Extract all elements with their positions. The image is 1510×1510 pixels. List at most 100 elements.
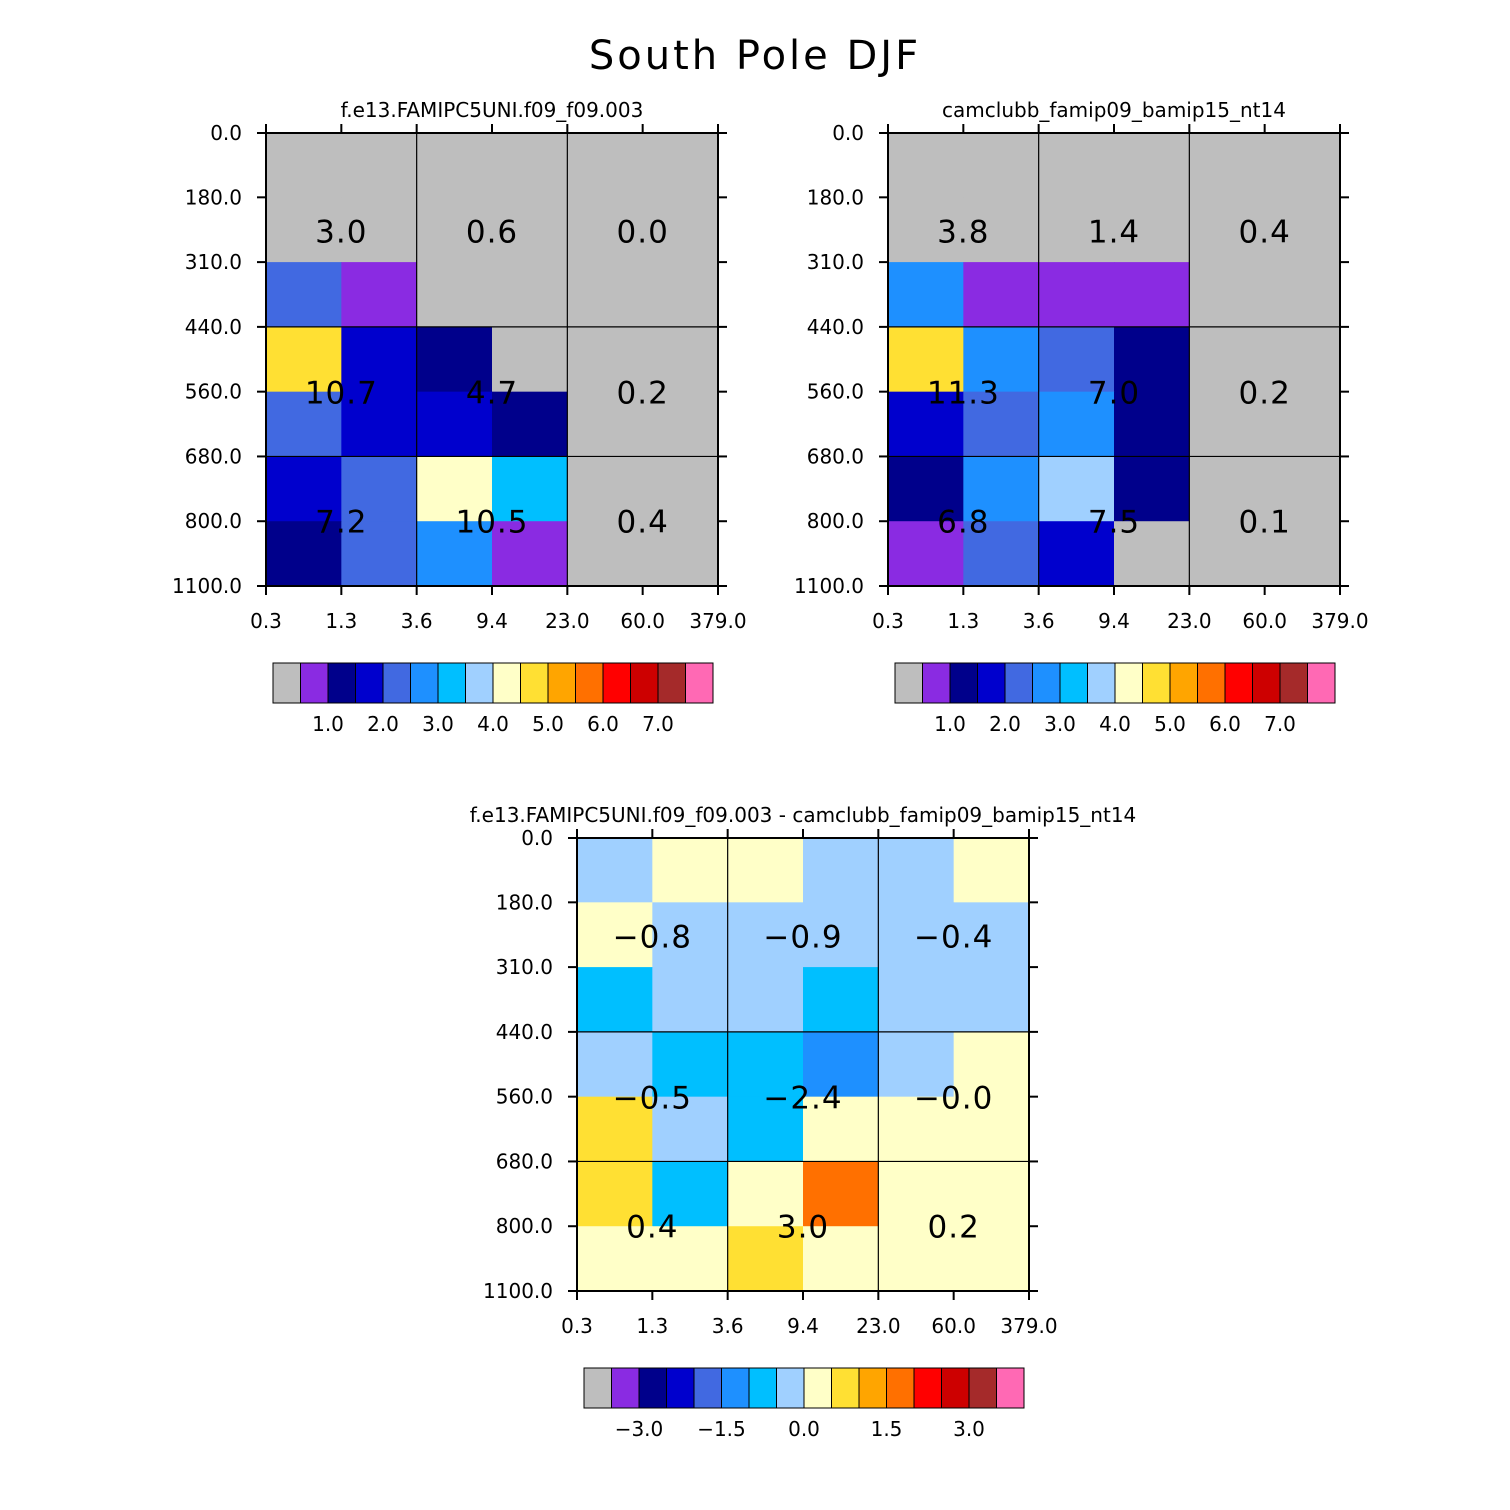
cell-value-label: 7.5	[1088, 505, 1140, 541]
heatmap-cell	[642, 456, 719, 522]
y-tick-label: 440.0	[807, 315, 864, 339]
heatmap-cell	[963, 456, 1040, 522]
heatmap-cell	[416, 262, 493, 328]
x-tick-label: 1.3	[325, 609, 357, 633]
heatmap-cell	[577, 1031, 653, 1098]
colorbar-swatch	[1142, 662, 1171, 704]
heatmap-cell	[642, 262, 719, 328]
heatmap-cell	[492, 391, 568, 457]
heatmap-cell	[341, 262, 418, 328]
heatmap-cell	[1264, 521, 1341, 587]
colorbar-swatch	[583, 1367, 612, 1409]
colorbar-swatch	[327, 662, 356, 704]
heatmap-cell	[1038, 133, 1115, 198]
colorbar-swatch	[996, 1367, 1025, 1409]
heatmap-cell	[567, 456, 644, 522]
heatmap-cell	[567, 521, 644, 587]
colorbar-swatch	[1114, 662, 1143, 704]
heatmap-cell	[1038, 197, 1115, 263]
y-tick-label: 560.0	[496, 1085, 553, 1109]
heatmap-cell	[577, 1226, 653, 1292]
heatmap-cell	[652, 1161, 729, 1227]
cell-value-label: 10.5	[455, 505, 528, 541]
heatmap-cell	[567, 326, 644, 393]
x-tick-label: 0.3	[872, 609, 904, 633]
colorbar-swatch	[977, 662, 1006, 704]
colorbar-label: 3.0	[422, 712, 454, 736]
heatmap-cell	[1038, 521, 1115, 587]
x-tick-label: 60.0	[620, 609, 665, 633]
heatmap-cell	[1038, 391, 1115, 457]
heatmap-cell	[1038, 456, 1115, 522]
colorbar-swatch	[355, 662, 384, 704]
heatmap-cell	[1038, 326, 1115, 393]
colorbar-swatch	[638, 1367, 667, 1409]
heatmap-cell	[341, 456, 418, 522]
colorbar-label: 5.0	[1154, 712, 1186, 736]
cell-value-label: 0.4	[617, 505, 669, 541]
cell-value-label: 0.2	[928, 1210, 980, 1246]
colorbar-swatch	[803, 1367, 832, 1409]
colorbar-label: 5.0	[532, 712, 564, 736]
y-tick-label: 680.0	[185, 444, 242, 468]
colorbar-swatch	[1087, 662, 1116, 704]
x-tick-label: 379.0	[1000, 1314, 1057, 1338]
heatmap-cell	[953, 1226, 1030, 1292]
cell-value-label: 3.0	[315, 215, 367, 251]
heatmap-cell	[963, 391, 1040, 457]
x-tick-label: 9.4	[787, 1314, 819, 1338]
x-tick-label: 3.6	[712, 1314, 744, 1338]
heatmap-cell	[1038, 262, 1115, 328]
cell-value-label: 0.2	[617, 375, 669, 411]
heatmap-cell	[888, 456, 964, 522]
heatmap-cell	[266, 456, 342, 522]
colorbar-label: 2.0	[367, 712, 399, 736]
subplot-title: camclubb_famip09_bamip15_nt14	[942, 98, 1286, 122]
x-tick-label: 3.6	[401, 609, 433, 633]
heatmap-cell	[1264, 326, 1341, 393]
cell-value-label: 7.0	[1088, 375, 1140, 411]
heatmap-cell	[878, 1096, 955, 1162]
colorbar-label: −3.0	[615, 1417, 664, 1441]
heatmap-cell	[642, 197, 719, 263]
colorbar-label: 1.0	[312, 712, 344, 736]
subplot-title: f.e13.FAMIPC5UNI.f09_f09.003	[341, 98, 644, 122]
cell-value-label: −0.8	[613, 920, 692, 956]
colorbar-swatch	[465, 662, 494, 704]
colorbar-swatch	[602, 662, 631, 704]
colorbar-swatch	[685, 662, 714, 704]
colorbar-swatch	[1004, 662, 1033, 704]
chart-panel-2: 0.3 1.3 3.6 9.4 23.0 60.0 379.0 0.0 180.0 310.0 44…	[794, 98, 1369, 736]
x-tick-label: 23.0	[1167, 609, 1212, 633]
heatmap-cell	[266, 521, 342, 587]
colorbar-swatch	[300, 662, 329, 704]
colorbar-swatch	[1169, 662, 1198, 704]
y-tick-label: 180.0	[807, 185, 864, 209]
colorbar-swatch	[1032, 662, 1061, 704]
colorbar-swatch	[949, 662, 978, 704]
heatmap-cell	[1189, 521, 1266, 587]
y-tick-label: 180.0	[496, 890, 553, 914]
y-tick-label: 0.0	[210, 121, 242, 145]
heatmap-cell	[1189, 133, 1266, 198]
heatmap-cell	[1264, 262, 1341, 328]
heatmap-cell	[803, 838, 879, 903]
heatmap-cell	[416, 391, 493, 457]
heatmap-cell	[878, 838, 955, 903]
colorbar-swatch	[831, 1367, 860, 1409]
heatmap-cell	[878, 902, 955, 968]
colorbar-swatch	[721, 1367, 750, 1409]
colorbar-label: 7.0	[1264, 712, 1296, 736]
y-tick-label: 1100.0	[172, 574, 242, 598]
heatmap-cell	[727, 967, 804, 1033]
heatmap-cell	[1114, 262, 1190, 328]
y-tick-label: 800.0	[807, 509, 864, 533]
colorbar-swatch	[858, 1367, 887, 1409]
cell-value-label: 6.8	[937, 505, 989, 541]
colorbar-swatch	[1252, 662, 1281, 704]
cell-value-label: 0.0	[617, 215, 669, 251]
colorbar-label: 3.0	[1044, 712, 1076, 736]
cell-value-label: −0.5	[613, 1080, 692, 1116]
heatmap-cell	[888, 391, 964, 457]
colorbar-swatch	[1224, 662, 1253, 704]
